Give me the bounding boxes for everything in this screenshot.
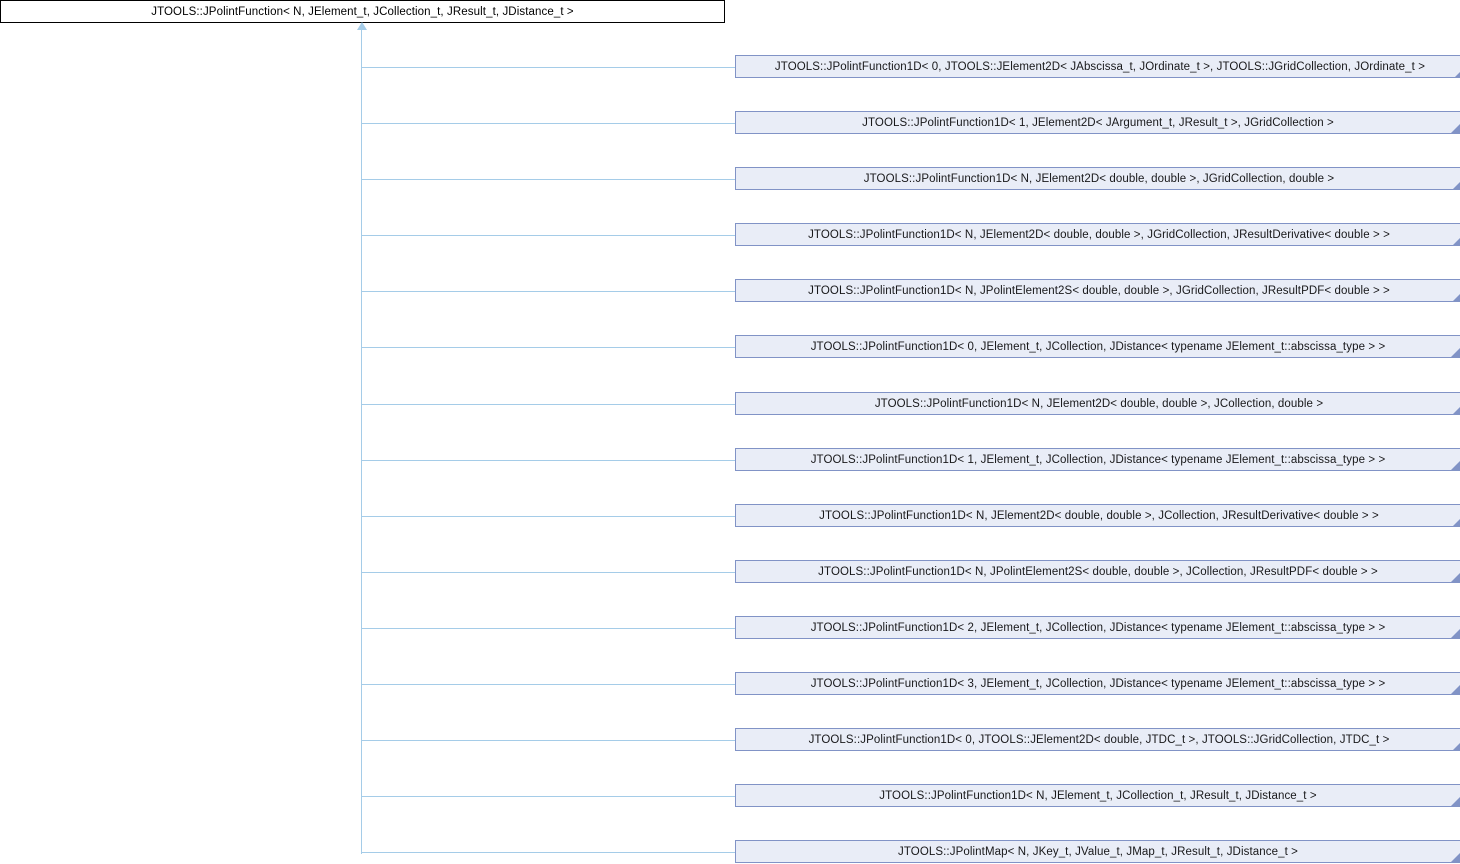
- derived-class-label: JTOOLS::JPolintFunction1D< 0, JElement_t…: [810, 340, 1386, 353]
- derived-class-label: JTOOLS::JPolintFunction1D< 2, JElement_t…: [810, 621, 1386, 634]
- inheritance-branch-line: [362, 404, 735, 405]
- inheritance-branch-line: [362, 460, 735, 461]
- inheritance-branch-line: [362, 684, 735, 685]
- derived-class-node[interactable]: JTOOLS::JPolintFunction1D< N, JPolintEle…: [735, 279, 1460, 302]
- inheritance-branch-line: [362, 347, 735, 348]
- derived-class-node[interactable]: JTOOLS::JPolintFunction1D< 2, JElement_t…: [735, 616, 1460, 639]
- derived-class-label: JTOOLS::JPolintFunction1D< 1, JElement2D…: [862, 116, 1334, 129]
- derived-class-node[interactable]: JTOOLS::JPolintFunction1D< 0, JElement_t…: [735, 335, 1460, 358]
- derived-class-node[interactable]: JTOOLS::JPolintFunction1D< 0, JTOOLS::JE…: [735, 728, 1460, 751]
- inheritance-branch-line: [362, 67, 735, 68]
- inheritance-arrow-icon: [357, 22, 367, 30]
- derived-class-label: JTOOLS::JPolintFunction1D< N, JPolintEle…: [818, 565, 1378, 578]
- truncation-corner-icon: [1453, 741, 1460, 750]
- inheritance-branch-line: [362, 628, 735, 629]
- inheritance-branch-line: [362, 572, 735, 573]
- truncation-corner-icon: [1455, 68, 1460, 77]
- base-class-label: JTOOLS::JPolintFunction< N, JElement_t, …: [151, 5, 574, 18]
- derived-class-label: JTOOLS::JPolintFunction1D< 0, JTOOLS::JE…: [808, 733, 1390, 746]
- truncation-corner-icon: [1453, 517, 1460, 526]
- truncation-corner-icon: [1451, 461, 1460, 470]
- derived-class-label: JTOOLS::JPolintFunction1D< 1, JElement_t…: [810, 453, 1386, 466]
- derived-class-node[interactable]: JTOOLS::JPolintFunction1D< N, JElement2D…: [735, 167, 1460, 190]
- truncation-corner-icon: [1451, 124, 1460, 133]
- derived-class-label: JTOOLS::JPolintFunction1D< N, JElement2D…: [863, 172, 1335, 185]
- derived-class-label: JTOOLS::JPolintFunction1D< N, JPolintEle…: [808, 284, 1390, 297]
- derived-class-label: JTOOLS::JPolintFunction1D< N, JElement2D…: [819, 509, 1379, 522]
- inheritance-branch-line: [362, 179, 735, 180]
- derived-class-node[interactable]: JTOOLS::JPolintFunction1D< 3, JElement_t…: [735, 672, 1460, 695]
- inheritance-branch-line: [362, 796, 735, 797]
- inheritance-branch-line: [362, 123, 735, 124]
- inheritance-branch-line: [362, 291, 735, 292]
- derived-class-label: JTOOLS::JPolintFunction1D< 3, JElement_t…: [810, 677, 1386, 690]
- truncation-corner-icon: [1453, 236, 1460, 245]
- truncation-corner-icon: [1453, 180, 1460, 189]
- derived-class-node[interactable]: JTOOLS::JPolintFunction1D< N, JElement2D…: [735, 223, 1460, 246]
- derived-class-node[interactable]: JTOOLS::JPolintFunction1D< 0, JTOOLS::JE…: [735, 55, 1460, 78]
- inheritance-branch-line: [362, 516, 735, 517]
- derived-class-node[interactable]: JTOOLS::JPolintMap< N, JKey_t, JValue_t,…: [735, 840, 1460, 863]
- derived-class-node[interactable]: JTOOLS::JPolintFunction1D< N, JPolintEle…: [735, 560, 1460, 583]
- derived-class-label: JTOOLS::JPolintFunction1D< N, JElement_t…: [879, 789, 1317, 802]
- derived-class-label: JTOOLS::JPolintMap< N, JKey_t, JValue_t,…: [898, 845, 1298, 858]
- derived-class-label: JTOOLS::JPolintFunction1D< N, JElement2D…: [808, 228, 1390, 241]
- truncation-corner-icon: [1453, 405, 1460, 414]
- truncation-corner-icon: [1451, 348, 1460, 357]
- truncation-corner-icon: [1453, 292, 1460, 301]
- truncation-corner-icon: [1451, 629, 1460, 638]
- truncation-corner-icon: [1451, 573, 1460, 582]
- inheritance-trunk-line: [361, 23, 362, 854]
- derived-class-node[interactable]: JTOOLS::JPolintFunction1D< N, JElement_t…: [735, 784, 1460, 807]
- derived-class-label: JTOOLS::JPolintFunction1D< 0, JTOOLS::JE…: [774, 60, 1426, 73]
- derived-class-label: JTOOLS::JPolintFunction1D< N, JElement2D…: [874, 397, 1324, 410]
- inheritance-branch-line: [362, 852, 735, 853]
- truncation-corner-icon: [1451, 797, 1460, 806]
- derived-class-node[interactable]: JTOOLS::JPolintFunction1D< 1, JElement_t…: [735, 448, 1460, 471]
- derived-class-node[interactable]: JTOOLS::JPolintFunction1D< N, JElement2D…: [735, 504, 1460, 527]
- inheritance-branch-line: [362, 235, 735, 236]
- truncation-corner-icon: [1451, 685, 1460, 694]
- derived-class-node[interactable]: JTOOLS::JPolintFunction1D< 1, JElement2D…: [735, 111, 1460, 134]
- derived-class-node[interactable]: JTOOLS::JPolintFunction1D< N, JElement2D…: [735, 392, 1460, 415]
- inheritance-branch-line: [362, 740, 735, 741]
- base-class-node[interactable]: JTOOLS::JPolintFunction< N, JElement_t, …: [0, 0, 725, 23]
- truncation-corner-icon: [1451, 853, 1460, 862]
